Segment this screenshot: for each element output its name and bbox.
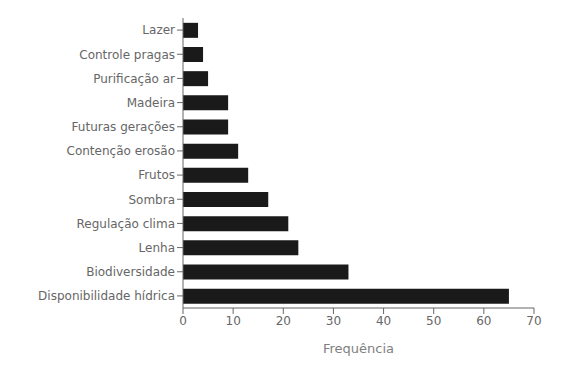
svg-text:Futuras gerações: Futuras gerações bbox=[72, 120, 175, 134]
svg-text:30: 30 bbox=[326, 314, 341, 328]
svg-text:20: 20 bbox=[276, 314, 291, 328]
svg-text:Disponibilidade hídrica: Disponibilidade hídrica bbox=[38, 289, 175, 303]
svg-text:0: 0 bbox=[179, 314, 187, 328]
svg-text:Sombra: Sombra bbox=[128, 193, 175, 207]
svg-text:40: 40 bbox=[376, 314, 391, 328]
svg-text:Lenha: Lenha bbox=[139, 241, 175, 255]
svg-text:Frequência: Frequência bbox=[323, 341, 394, 356]
svg-text:Contenção erosão: Contenção erosão bbox=[67, 144, 175, 158]
svg-text:Purificação ar: Purificação ar bbox=[93, 72, 175, 86]
svg-text:60: 60 bbox=[476, 314, 491, 328]
svg-text:Controle pragas: Controle pragas bbox=[79, 48, 175, 62]
svg-text:Madeira: Madeira bbox=[127, 96, 175, 110]
svg-text:Frutos: Frutos bbox=[138, 168, 175, 182]
svg-text:70: 70 bbox=[526, 314, 541, 328]
svg-text:50: 50 bbox=[426, 314, 441, 328]
svg-text:Biodiversidade: Biodiversidade bbox=[86, 265, 175, 279]
svg-text:Regulação clima: Regulação clima bbox=[76, 217, 175, 231]
svg-text:Lazer: Lazer bbox=[142, 23, 175, 37]
svg-text:10: 10 bbox=[226, 314, 241, 328]
